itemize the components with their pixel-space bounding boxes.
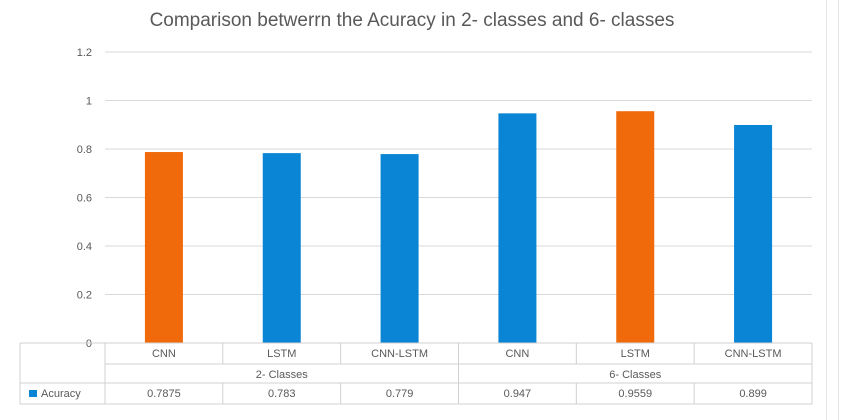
data-value-label: 0.783 — [268, 388, 296, 400]
bar — [262, 153, 301, 343]
bar — [734, 124, 773, 344]
bar — [144, 152, 183, 343]
data-value-label: 0.7875 — [147, 388, 181, 400]
y-tick-label: 1.2 — [77, 47, 92, 59]
gridlines — [105, 51, 812, 295]
bar — [380, 154, 419, 343]
bar — [616, 111, 655, 344]
bar — [498, 113, 537, 343]
data-table: CNN LSTM CNN-LSTM CNN LSTM CNN-LSTM 2- Classes… — [19, 342, 813, 405]
data-value-label: 0.9559 — [618, 388, 652, 400]
right-border-line — [826, 0, 827, 420]
category-label: CNN-LSTM — [725, 348, 782, 360]
y-axis-ticks: 0 0.2 0.4 0.6 0.8 1 1.2 — [77, 47, 92, 350]
group-label: 6- Classes — [609, 369, 661, 381]
data-value-label: 0.947 — [504, 388, 532, 400]
category-label: CNN-LSTM — [371, 348, 428, 360]
category-label: CNN — [505, 348, 529, 360]
group-label: 2- Classes — [256, 369, 308, 381]
category-label: LSTM — [267, 348, 296, 360]
y-tick-label: 1 — [86, 96, 92, 108]
chart-title: Comparison betwerrn the Acuracy in 2- cl… — [150, 10, 675, 31]
y-tick-label: 0.6 — [77, 193, 92, 205]
legend-series-name: Acuracy — [41, 388, 81, 400]
category-label: LSTM — [621, 348, 650, 360]
legend-key — [29, 390, 37, 397]
y-tick-label: 0.2 — [77, 290, 92, 302]
data-value-label: 0.779 — [386, 388, 414, 400]
data-value-label: 0.899 — [739, 388, 767, 400]
right-edge-line — [838, 0, 839, 420]
category-label: CNN — [152, 348, 176, 360]
y-tick-label: 0 — [86, 338, 92, 350]
y-tick-label: 0.8 — [77, 144, 92, 156]
bars — [144, 111, 773, 344]
y-tick-label: 0.4 — [77, 241, 92, 253]
